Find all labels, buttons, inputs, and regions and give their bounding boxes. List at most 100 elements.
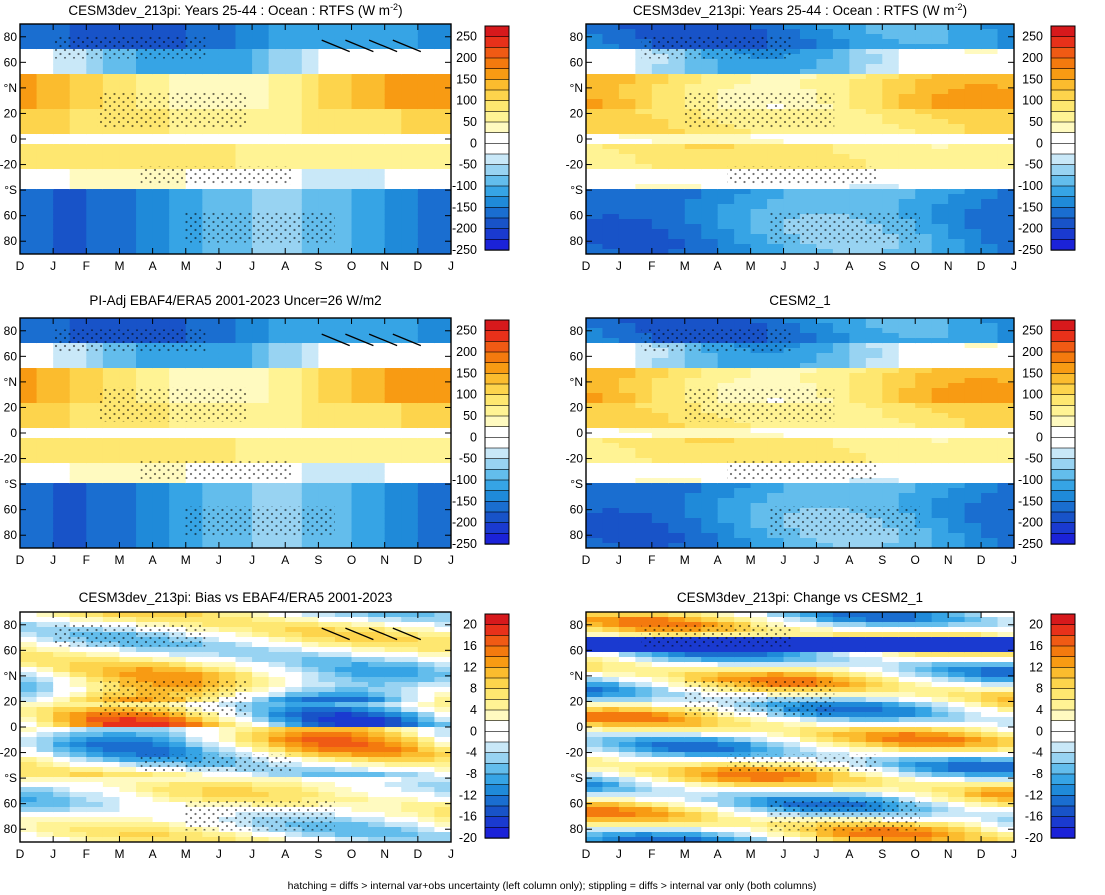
field-cell — [898, 84, 916, 90]
field-cell — [301, 29, 319, 35]
field-cell — [417, 189, 436, 195]
field-cell — [235, 69, 253, 75]
field-cell — [268, 84, 286, 90]
field-cell — [602, 214, 620, 220]
field-cell — [218, 538, 237, 544]
colorbar-label: -250 — [1018, 243, 1043, 257]
field-cell — [734, 498, 752, 504]
field-cell — [997, 179, 1014, 185]
field-cell — [865, 348, 883, 354]
field-cell — [816, 443, 834, 449]
field-cell — [602, 154, 620, 160]
field-cell — [334, 458, 353, 464]
field-cell — [931, 154, 949, 160]
field-cell — [351, 149, 369, 155]
field-cell — [152, 493, 170, 499]
field-cell — [618, 99, 636, 105]
field-cell — [618, 209, 636, 215]
field-cell — [602, 159, 620, 165]
field-cell — [948, 513, 966, 519]
x-tick-label: A — [714, 259, 722, 273]
field-cell — [800, 318, 818, 324]
field-cell — [384, 523, 402, 529]
field-cell — [434, 84, 451, 90]
field-cell — [252, 438, 270, 444]
field-cell — [865, 383, 883, 389]
field-cell — [384, 204, 402, 210]
field-cell — [898, 383, 916, 389]
field-cell — [964, 219, 982, 225]
field-cell — [668, 413, 686, 419]
field-cell — [86, 323, 104, 329]
field-cell — [351, 224, 369, 230]
field-cell — [832, 94, 850, 100]
field-cell — [202, 348, 220, 354]
field-cell — [202, 204, 220, 210]
field-cell — [602, 468, 620, 474]
field-cell — [36, 543, 54, 548]
colorbar-label: 100 — [1022, 94, 1043, 108]
field-cell — [816, 184, 834, 190]
colorbar-swatch — [484, 479, 510, 492]
field-cell — [152, 159, 170, 165]
field-cell — [882, 154, 900, 160]
field-cell — [964, 204, 982, 210]
field-cell — [86, 478, 104, 484]
field-cell — [152, 453, 170, 459]
field-cell — [185, 29, 203, 35]
field-cell — [102, 209, 121, 215]
field-cell — [783, 149, 801, 155]
colorbar-label: -50 — [459, 452, 477, 466]
field-cell — [832, 488, 850, 494]
field-cell — [301, 94, 319, 100]
field-cell — [635, 164, 653, 170]
x-tick-label: S — [878, 259, 886, 273]
field-cell — [53, 149, 71, 155]
field-cell — [849, 318, 867, 324]
field-cell — [102, 214, 121, 220]
x-tick-label: J — [249, 259, 255, 273]
field-cell — [668, 234, 686, 240]
field-cell — [684, 174, 702, 180]
field-cell — [800, 543, 818, 548]
field-cell — [684, 184, 702, 190]
field-cell — [136, 239, 154, 245]
field-cell — [586, 129, 604, 135]
field-cell — [301, 438, 319, 444]
field-cell — [684, 323, 702, 329]
field-cell — [268, 318, 286, 324]
field-cell — [252, 428, 270, 434]
field-cell — [898, 189, 916, 195]
field-cell — [997, 124, 1014, 130]
field-cell — [318, 353, 336, 359]
field-cell — [767, 154, 785, 160]
field-cell — [717, 79, 735, 85]
field-cell — [997, 79, 1014, 85]
field-cell — [816, 373, 834, 379]
y-tick-label: 0 — [576, 132, 583, 146]
field-cell — [898, 89, 916, 95]
field-cell — [434, 443, 451, 449]
field-cell — [384, 428, 402, 434]
field-cell — [882, 413, 900, 419]
field-cell — [586, 199, 604, 205]
field-cell — [717, 538, 735, 544]
field-cell — [931, 383, 949, 389]
field-cell — [635, 318, 653, 324]
field-cell — [931, 229, 949, 235]
field-cell — [69, 244, 87, 250]
field-cell — [69, 488, 87, 494]
field-cell — [618, 358, 636, 364]
field-cell — [136, 204, 154, 210]
field-cell — [767, 84, 785, 90]
field-cell — [53, 408, 71, 414]
field-cell — [849, 64, 867, 70]
field-cell — [800, 39, 818, 45]
field-cell — [948, 378, 966, 384]
field-cell — [384, 34, 402, 40]
field-cell — [750, 503, 768, 509]
field-cell — [401, 234, 419, 240]
field-cell — [401, 239, 419, 245]
field-cell — [651, 368, 669, 374]
field-cell — [417, 69, 436, 75]
